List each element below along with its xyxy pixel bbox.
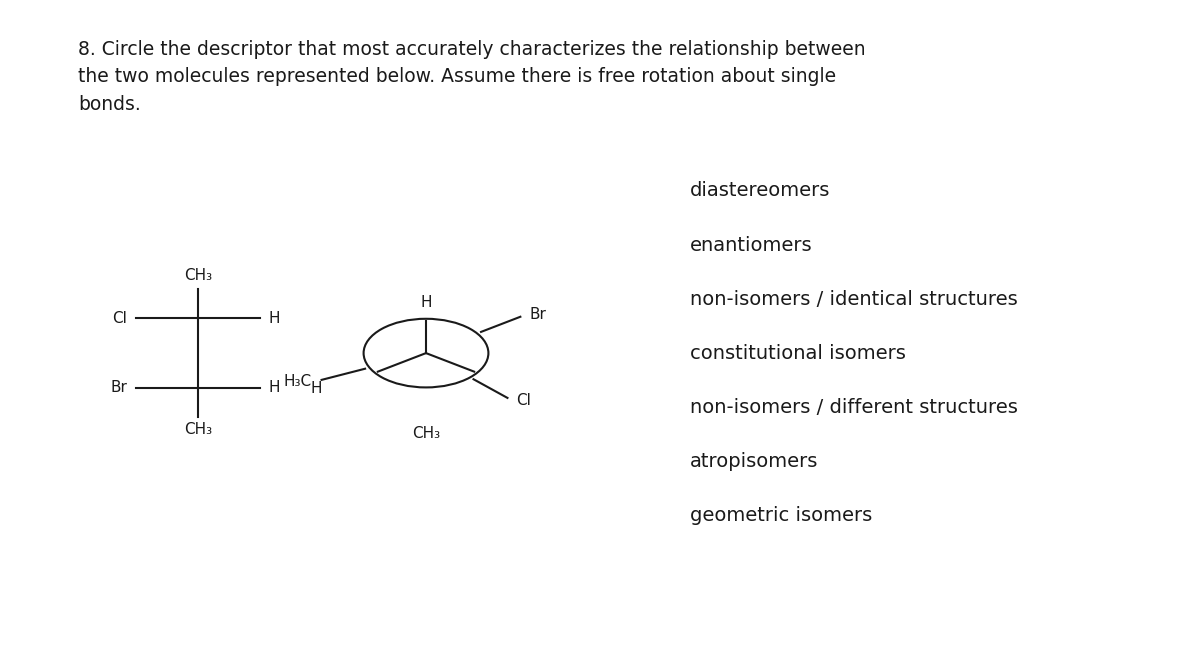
Text: constitutional isomers: constitutional isomers	[690, 344, 906, 363]
Text: CH₃: CH₃	[412, 426, 440, 441]
Text: Cl: Cl	[113, 311, 127, 326]
Text: non-isomers / different structures: non-isomers / different structures	[690, 398, 1018, 417]
Text: enantiomers: enantiomers	[690, 236, 812, 255]
Text: Br: Br	[110, 380, 127, 395]
Text: atropisomers: atropisomers	[690, 452, 818, 471]
Text: CH₃: CH₃	[184, 268, 212, 282]
Text: diastereomers: diastereomers	[690, 182, 830, 201]
Text: non-isomers / identical structures: non-isomers / identical structures	[690, 290, 1018, 309]
Text: bonds.: bonds.	[78, 95, 140, 114]
Text: H: H	[269, 311, 281, 326]
Text: 8. Circle the descriptor that most accurately characterizes the relationship bet: 8. Circle the descriptor that most accur…	[78, 40, 865, 59]
Text: H: H	[269, 380, 281, 395]
Text: geometric isomers: geometric isomers	[690, 506, 872, 525]
Text: H₃C: H₃C	[283, 374, 312, 389]
Text: Cl: Cl	[516, 393, 532, 408]
Text: the two molecules represented below. Assume there is free rotation about single: the two molecules represented below. Ass…	[78, 67, 836, 86]
Text: Br: Br	[530, 307, 547, 322]
Text: H: H	[420, 294, 432, 310]
Text: CH₃: CH₃	[184, 422, 212, 437]
Text: H: H	[311, 381, 322, 396]
